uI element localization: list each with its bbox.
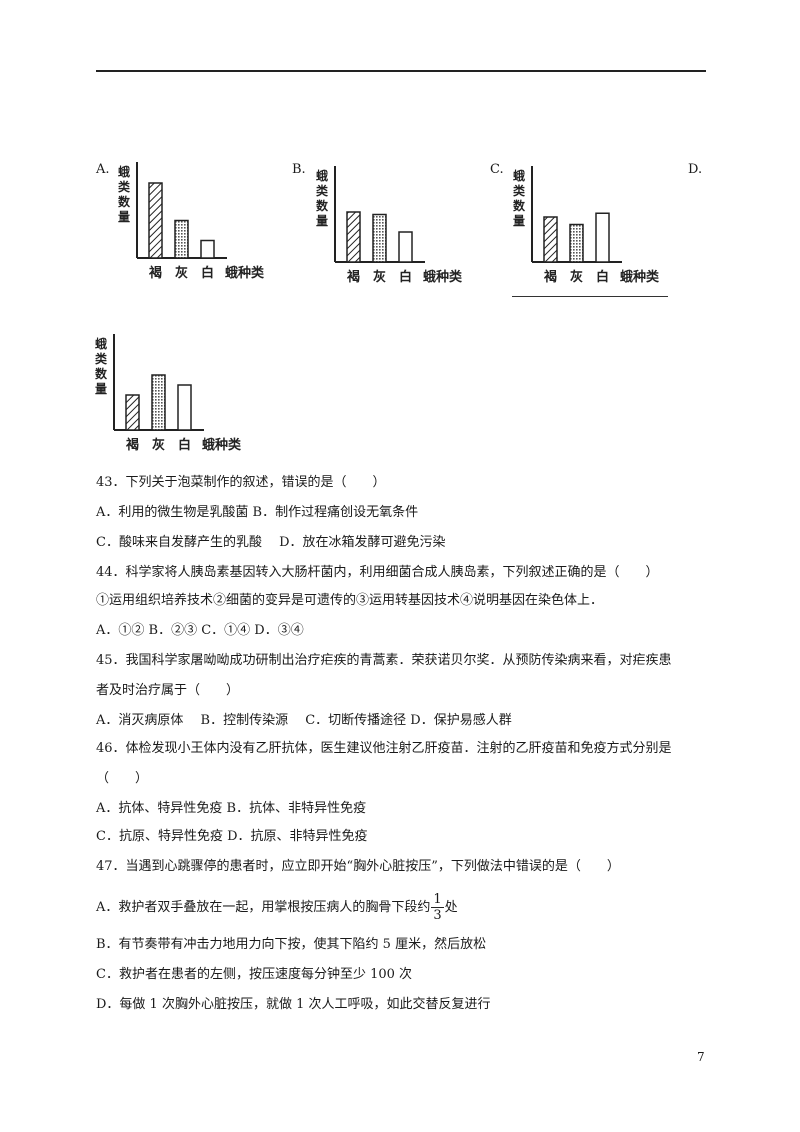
fraction-numerator: 1 xyxy=(431,892,444,908)
category-label: 褐 xyxy=(125,437,139,453)
y-axis-label-char: 量 xyxy=(118,210,130,224)
q47-option-a-suffix: 处 xyxy=(444,900,458,915)
q47-stem: 47．当遇到心跳骤停的患者时，应立即开始“胸外心脏按压”，下列做法中错误的是（ … xyxy=(96,859,620,874)
category-label: 灰 xyxy=(175,265,188,281)
category-label: 褐 xyxy=(346,269,360,285)
q46-stem-line1: 46．体检发现小王体内没有乙肝抗体，医生建议他注射乙肝疫苗．注射的乙肝疫苗和免疫… xyxy=(96,741,672,756)
y-axis-label-char: 类 xyxy=(513,183,526,198)
y-axis-label-char: 数 xyxy=(316,198,329,213)
x-axis-title: 蛾种类 xyxy=(202,437,242,453)
q47-option-a: A．救护者双手叠放在一起，用掌根按压病人的胸骨下段约 1 3 处 xyxy=(96,892,458,923)
option-label-d: D. xyxy=(688,162,703,177)
y-axis-label-char: 蛾 xyxy=(118,164,130,179)
q45-stem-line1: 45．我国科学家屠呦呦成功研制出治疗疟疾的青蒿素．荣获诺贝尔奖．从预防传染病来看… xyxy=(96,653,672,668)
bar-brown xyxy=(125,394,140,431)
chart-c-svg: 蛾类数量褐灰白蛾种类 xyxy=(513,166,660,285)
y-axis-label-char: 类 xyxy=(95,351,108,366)
bar-white xyxy=(177,384,192,431)
y-axis-label-char: 数 xyxy=(95,366,108,381)
bar-brown xyxy=(148,182,163,259)
x-axis-title: 蛾种类 xyxy=(225,265,265,281)
category-label: 灰 xyxy=(373,269,386,285)
y-axis-label-char: 类 xyxy=(316,183,329,198)
bar-gray xyxy=(569,223,584,263)
q44-options: A．①② B．②③ C．①④ D．③④ xyxy=(96,623,304,638)
fraction-denominator: 3 xyxy=(433,908,442,923)
category-label: 灰 xyxy=(570,269,583,285)
q46-stem-line2: （ ） xyxy=(96,771,149,786)
q45-options: A．消灭病原体 B．控制传染源 C．切断传播途径 D．保护易感人群 xyxy=(96,713,512,728)
q46-options-ab: A．抗体、特异性免疫 B．抗体、非特异性免疫 xyxy=(96,801,367,816)
chart-d-svg: 蛾类数量褐灰白蛾种类 xyxy=(95,334,242,453)
bar-brown xyxy=(346,211,361,263)
bar-brown xyxy=(543,216,558,263)
chart-option-d: 蛾类数量褐灰白蛾种类 xyxy=(92,330,272,460)
option-label-c: C. xyxy=(490,162,504,177)
bar-white xyxy=(398,231,413,263)
option-label-b: B. xyxy=(292,162,306,177)
q47-option-c: C．救护者在患者的左侧，按压速度每分钟至少 100 次 xyxy=(96,967,413,982)
bar-gray xyxy=(151,374,166,431)
y-axis-label-char: 类 xyxy=(118,179,131,194)
y-axis-label-char: 量 xyxy=(316,214,328,228)
q47-option-a-text: A．救护者双手叠放在一起，用掌根按压病人的胸骨下段约 xyxy=(96,900,431,915)
category-label: 白 xyxy=(178,437,191,453)
category-label: 灰 xyxy=(152,437,165,453)
q47-option-d: D．每做 1 次胸外心脏按压，就做 1 次人工呼吸，如此交替反复进行 xyxy=(96,997,491,1012)
y-axis-label-char: 量 xyxy=(513,214,525,228)
q44-stem: 44．科学家将人胰岛素基因转入大肠杆菌内，利用细菌合成人胰岛素，下列叙述正确的是… xyxy=(96,565,659,580)
x-axis-title: 蛾种类 xyxy=(620,269,660,285)
y-axis-label-char: 数 xyxy=(513,198,526,213)
chart-a-svg: 蛾类数量褐灰白蛾种类 xyxy=(118,162,265,281)
q45-stem-line2: 者及时治疗属于（ ） xyxy=(96,683,240,698)
chart-b-svg: 蛾类数量褐灰白蛾种类 xyxy=(316,166,463,285)
option-label-a: A. xyxy=(96,162,110,177)
bar-white xyxy=(595,212,610,263)
page-number: 7 xyxy=(697,1050,705,1064)
q47-option-b: B．有节奏带有冲击力地用力向下按，使其下陷约 5 厘米，然后放松 xyxy=(96,937,487,952)
bar-white xyxy=(200,239,215,259)
category-label: 白 xyxy=(399,269,412,285)
chart-c-underline xyxy=(512,296,668,297)
q43-stem: 43．下列关于泡菜制作的叙述，错误的是（ ） xyxy=(96,475,386,490)
y-axis-label-char: 数 xyxy=(118,194,131,209)
q46-options-cd: C．抗原、特异性免疫 D．抗原、非特异性免疫 xyxy=(96,829,368,844)
chart-option-b: 蛾类数量褐灰白蛾种类 xyxy=(313,162,493,292)
q44-items: ①运用组织培养技术②细菌的变异是可遗传的③运用转基因技术④说明基因在染色体上． xyxy=(96,593,604,608)
x-axis-title: 蛾种类 xyxy=(423,269,463,285)
chart-option-a: 蛾类数量褐灰白蛾种类 xyxy=(115,158,295,288)
y-axis-label-char: 量 xyxy=(95,382,107,396)
y-axis-label-char: 蛾 xyxy=(513,168,525,183)
chart-option-c: 蛾类数量褐灰白蛾种类 xyxy=(510,162,690,292)
category-label: 白 xyxy=(596,269,609,285)
y-axis-label-char: 蛾 xyxy=(95,336,107,351)
bar-gray xyxy=(372,213,387,263)
q43-options-cd: C．酸味来自发酵产生的乳酸 D．放在冰箱发酵可避免污染 xyxy=(96,535,446,550)
category-label: 褐 xyxy=(148,265,162,281)
category-label: 褐 xyxy=(543,269,557,285)
header-rule xyxy=(96,70,706,72)
y-axis-label-char: 蛾 xyxy=(316,168,328,183)
category-label: 白 xyxy=(201,265,214,281)
bar-gray xyxy=(174,219,189,259)
q43-options-ab: A．利用的微生物是乳酸菌 B．制作过程痛创设无氧条件 xyxy=(96,505,419,520)
